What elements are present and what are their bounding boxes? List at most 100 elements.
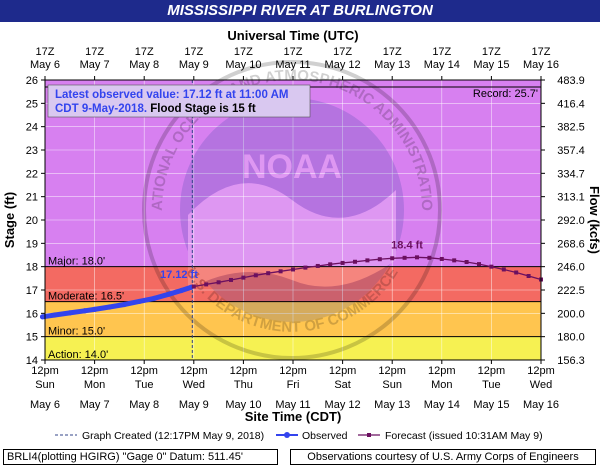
- bottom-tick-label: 12pm: [527, 365, 555, 377]
- datum-footer: BRLI4(plotting HGIRG) "Gage 0" Datum: 51…: [3, 449, 278, 465]
- noaa-watermark-inner-disc: [180, 98, 404, 322]
- top-tick-label: 17Z: [36, 46, 55, 58]
- top-tick-label: May 11: [275, 59, 310, 71]
- y-tick-label: 14: [26, 355, 38, 367]
- top-axis-title: Universal Time (UTC): [227, 28, 358, 43]
- top-tick-label: May 15: [473, 59, 509, 71]
- forecast-point: [377, 257, 382, 262]
- legend-forecast-marker: [367, 433, 371, 437]
- observed-point: [151, 295, 157, 301]
- noaa-watermark-text: NOAA: [242, 148, 342, 186]
- flow-tick-label: 416.4: [557, 98, 585, 110]
- threshold-label: Action: 14.0': [48, 349, 108, 361]
- top-tick-label: May 13: [374, 59, 410, 71]
- forecast-point: [427, 255, 432, 260]
- y-tick-label: 22: [26, 168, 38, 180]
- forecast-point: [526, 274, 531, 278]
- flow-tick-label: 382.5: [557, 122, 585, 134]
- bottom-tick-label: 12pm: [130, 365, 158, 377]
- bottom-tick-label: May 13: [374, 399, 410, 411]
- bottom-tick-label: 12pm: [230, 365, 258, 377]
- bottom-tick-label: May 6: [30, 399, 60, 411]
- forecast-point: [204, 282, 209, 287]
- y-tick-label: 15: [26, 332, 38, 344]
- forecast-point: [489, 264, 494, 269]
- y-axis-right-title: Flow (kcfs): [587, 186, 600, 254]
- forecast-point: [191, 284, 196, 289]
- bottom-tick-label: Wed: [183, 379, 205, 391]
- observed-point: [82, 308, 88, 314]
- credit-footer: Observations courtesy of U.S. Army Corps…: [290, 449, 596, 465]
- flow-tick-label: 222.5: [557, 285, 585, 297]
- forecast-point: [464, 260, 469, 264]
- top-tick-label: May 9: [179, 59, 209, 71]
- legend-observed-marker: [284, 432, 290, 438]
- y-tick-label: 24: [26, 122, 38, 134]
- bottom-tick-label: May 12: [325, 399, 361, 411]
- top-tick-label: May 7: [80, 59, 110, 71]
- forecast-point: [303, 265, 308, 270]
- forecast-point: [452, 258, 457, 263]
- bottom-tick-label: Mon: [431, 379, 452, 391]
- point-label: 18.4 ft: [391, 239, 423, 251]
- flow-tick-label: 246.0: [557, 262, 585, 274]
- y-tick-label: 16: [26, 308, 38, 320]
- point-label: 17.12 ft: [160, 269, 198, 281]
- bottom-tick-label: 12pm: [478, 365, 506, 377]
- top-tick-label: 17Z: [532, 46, 551, 58]
- bottom-tick-label: May 7: [80, 399, 110, 411]
- bottom-tick-label: Fri: [287, 379, 300, 391]
- info-box-line1: Latest observed value: 17.12 ft at 11:00…: [55, 89, 289, 101]
- flow-tick-label: 156.3: [557, 355, 585, 367]
- bottom-tick-label: Thu: [234, 379, 253, 391]
- forecast-point: [278, 269, 283, 274]
- forecast-point: [353, 259, 357, 264]
- observed-point: [178, 287, 184, 294]
- observed-point: [136, 298, 142, 305]
- forecast-point: [501, 267, 506, 272]
- y-tick-label: 20: [26, 215, 38, 227]
- bottom-tick-label: Sun: [35, 379, 55, 391]
- bottom-tick-label: Tue: [482, 379, 501, 391]
- bottom-tick-label: Sat: [334, 379, 351, 391]
- forecast-point: [266, 271, 271, 276]
- bottom-tick-label: May 9: [179, 399, 209, 411]
- info-box-line2-date: CDT 9-May-2018.: [55, 103, 147, 115]
- forecast-point: [291, 267, 295, 272]
- bottom-tick-label: Sun: [382, 379, 402, 391]
- forecast-point: [365, 258, 370, 263]
- observed-point: [39, 314, 46, 320]
- top-tick-label: 17Z: [383, 46, 402, 58]
- threshold-label: Moderate: 16.5': [48, 291, 124, 303]
- forecast-point: [514, 270, 519, 275]
- record-label: Record: 25.7': [473, 88, 538, 100]
- threshold-label: Minor: 15.0': [48, 326, 105, 338]
- top-tick-label: 17Z: [432, 46, 451, 58]
- legend-observed-label: Observed: [302, 430, 348, 442]
- bottom-tick-label: 12pm: [378, 365, 406, 377]
- latest-observed-box: Latest observed value: 17.12 ft at 11:00…: [47, 84, 311, 118]
- forecast-point: [439, 256, 444, 261]
- bottom-tick-label: 12pm: [81, 365, 109, 377]
- top-tick-label: May 12: [325, 59, 361, 71]
- threshold-label: Major: 18.0': [48, 256, 105, 268]
- bottom-tick-label: May 15: [473, 399, 509, 411]
- bottom-tick-label: 12pm: [329, 365, 357, 377]
- forecast-point: [216, 280, 221, 285]
- y-tick-label: 25: [26, 98, 38, 110]
- top-tick-label: May 6: [30, 59, 60, 71]
- top-tick-label: 17Z: [284, 46, 303, 58]
- observed-point: [92, 306, 98, 312]
- flow-tick-label: 483.9: [557, 75, 585, 87]
- forecast-point: [253, 273, 258, 278]
- chart-title: MISSISSIPPI RIVER AT BURLINGTON: [0, 0, 600, 22]
- bottom-axis-title: Site Time (CDT): [245, 409, 342, 424]
- forecast-point: [390, 256, 395, 261]
- top-tick-label: May 10: [225, 59, 261, 71]
- observed-point: [106, 304, 113, 310]
- bottom-tick-label: 12pm: [180, 365, 208, 377]
- forecast-point: [241, 275, 246, 280]
- bottom-tick-label: May 10: [225, 399, 261, 411]
- flow-tick-label: 200.0: [557, 308, 585, 320]
- bottom-tick-label: 12pm: [428, 365, 456, 377]
